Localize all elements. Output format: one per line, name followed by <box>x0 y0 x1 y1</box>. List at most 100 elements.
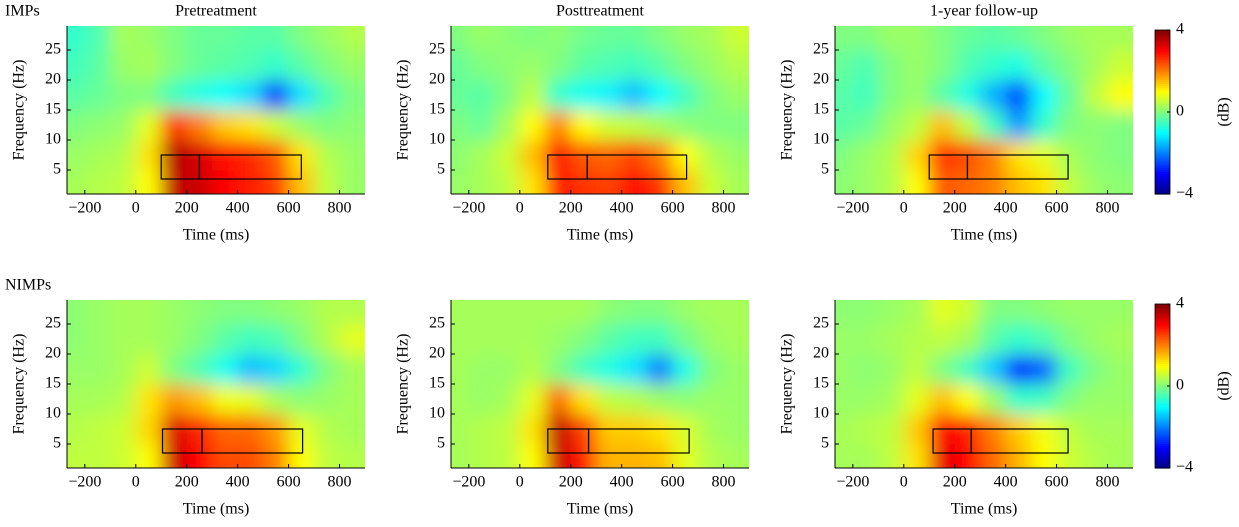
colorbar-step <box>1155 334 1170 338</box>
heat-cell <box>1107 110 1133 141</box>
y-tick-label: 15 <box>429 375 445 392</box>
colorbar-step <box>1155 142 1170 146</box>
heat-cell <box>647 300 674 325</box>
heat-cell <box>186 300 213 325</box>
y-tick-label: 10 <box>45 405 61 422</box>
heat-cell <box>67 140 86 171</box>
group-label: IMPs <box>5 3 40 20</box>
colorbar-step <box>1155 355 1170 358</box>
heat-cell <box>519 324 546 355</box>
colorbar-step <box>1155 306 1170 309</box>
heat-cell <box>1031 324 1058 355</box>
colorbar-step <box>1155 443 1170 447</box>
heat-cell <box>494 384 521 415</box>
heat-cell <box>545 324 572 355</box>
heat-cell <box>468 50 495 81</box>
x-axis-label: Time (ms) <box>183 227 250 244</box>
heat-cell <box>519 414 546 445</box>
heat-cell <box>723 26 749 51</box>
heat-cell <box>288 80 315 111</box>
heat-cell <box>1005 300 1032 325</box>
heat-cell <box>451 444 470 468</box>
heat-cell <box>161 50 188 81</box>
heat-cell <box>852 80 879 111</box>
colorbar-step <box>1155 134 1170 138</box>
heat-cell <box>929 26 956 51</box>
colorbar-step <box>1155 161 1170 164</box>
heat-cell <box>1031 384 1058 415</box>
colorbar-step <box>1155 64 1170 68</box>
colorbar-step <box>1155 107 1170 111</box>
heat-cell <box>67 444 86 468</box>
x-axis-label: Time (ms) <box>567 227 634 244</box>
x-axis-label: Time (ms) <box>183 501 250 518</box>
colorbar-step <box>1155 431 1170 434</box>
heat-cell <box>570 26 597 51</box>
y-tick-label: 5 <box>437 435 445 452</box>
heat-cell <box>852 444 879 468</box>
heat-cell <box>570 300 597 325</box>
heat-cell <box>698 324 725 355</box>
heat-cell <box>835 324 854 355</box>
y-tick-label: 25 <box>45 41 61 58</box>
heat-cell <box>878 300 905 325</box>
heat-cell <box>135 300 162 325</box>
heat-cell <box>1005 170 1032 194</box>
colorbar-step <box>1155 187 1170 191</box>
heat-cell <box>1056 80 1083 111</box>
heat-cell <box>288 444 315 468</box>
heat-cell <box>468 170 495 194</box>
heat-cell <box>451 300 470 325</box>
panel-title: Posttreatment <box>556 3 645 20</box>
colorbar-step <box>1155 73 1170 76</box>
heat-cell <box>1031 26 1058 51</box>
heat-cell <box>67 80 86 111</box>
heat-cell <box>519 26 546 51</box>
colorbar-step <box>1155 388 1170 391</box>
heat-cell <box>647 26 674 51</box>
heat-cell <box>1082 354 1109 385</box>
colorbar-step <box>1155 463 1170 467</box>
heat-cell <box>878 26 905 51</box>
roi-box <box>201 428 304 454</box>
heat-cell <box>545 50 572 81</box>
heat-cell <box>621 50 648 81</box>
y-tick-label: 25 <box>813 315 829 332</box>
colorbar-step <box>1155 449 1170 453</box>
heat-cell <box>596 444 623 468</box>
heat-cell <box>698 80 725 111</box>
heat-cell <box>110 170 137 194</box>
heat-cell <box>161 110 188 141</box>
heat-cell <box>723 50 749 81</box>
x-tick-label: 200 <box>559 474 583 491</box>
colorbar-step <box>1155 179 1170 183</box>
colorbar-step <box>1155 181 1170 185</box>
colorbar-step <box>1155 345 1170 348</box>
heat-cell <box>468 414 495 445</box>
heat-cell <box>1082 384 1109 415</box>
heat-cell <box>647 444 674 468</box>
heat-cell <box>468 80 495 111</box>
heat-cell <box>929 324 956 355</box>
heat-cell <box>135 140 162 171</box>
roi-box <box>587 428 690 454</box>
x-tick-label: 200 <box>175 474 199 491</box>
heat-cell <box>878 444 905 468</box>
heat-cell <box>852 110 879 141</box>
heat-cell <box>545 80 572 111</box>
heat-cell <box>852 324 879 355</box>
heat-cell <box>237 324 264 355</box>
heat-cell <box>954 444 981 468</box>
x-tick-label: 800 <box>1096 200 1120 217</box>
heat-cell <box>237 384 264 415</box>
heat-cell <box>723 170 749 194</box>
heat-cell <box>570 444 597 468</box>
colorbar-step <box>1155 402 1170 406</box>
heat-cell <box>451 414 470 445</box>
heat-cell <box>288 384 315 415</box>
colorbar-step <box>1155 404 1170 408</box>
heat-cell <box>723 300 749 325</box>
heat-cell <box>314 414 341 445</box>
colorbar-step <box>1155 457 1170 461</box>
heatmap-clip <box>67 26 365 194</box>
